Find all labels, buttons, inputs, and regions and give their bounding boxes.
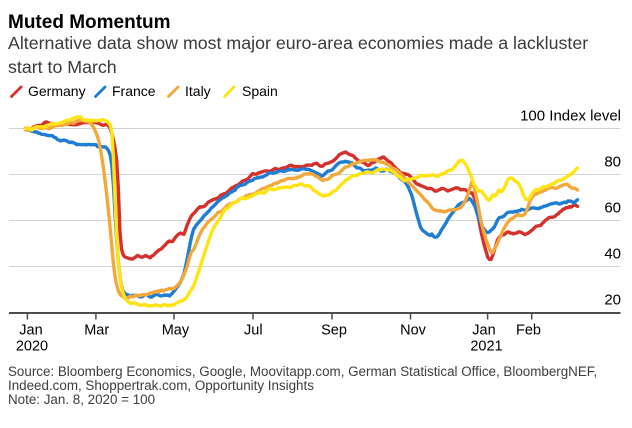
svg-text:Jan: Jan	[472, 323, 495, 339]
svg-text:2020: 2020	[16, 339, 48, 355]
svg-text:2021: 2021	[470, 339, 502, 355]
svg-text:Feb: Feb	[516, 323, 541, 339]
svg-text:100 Index level: 100 Index level	[520, 108, 621, 125]
svg-text:May: May	[162, 323, 190, 339]
svg-text:Sep: Sep	[321, 323, 347, 339]
svg-text:60: 60	[604, 200, 621, 217]
svg-text:20: 20	[604, 292, 621, 309]
svg-text:Jul: Jul	[244, 323, 263, 339]
svg-text:80: 80	[604, 154, 621, 171]
svg-text:40: 40	[604, 246, 621, 263]
svg-text:Jan: Jan	[19, 323, 42, 339]
svg-text:Mar: Mar	[84, 323, 109, 339]
svg-text:Nov: Nov	[400, 323, 427, 339]
